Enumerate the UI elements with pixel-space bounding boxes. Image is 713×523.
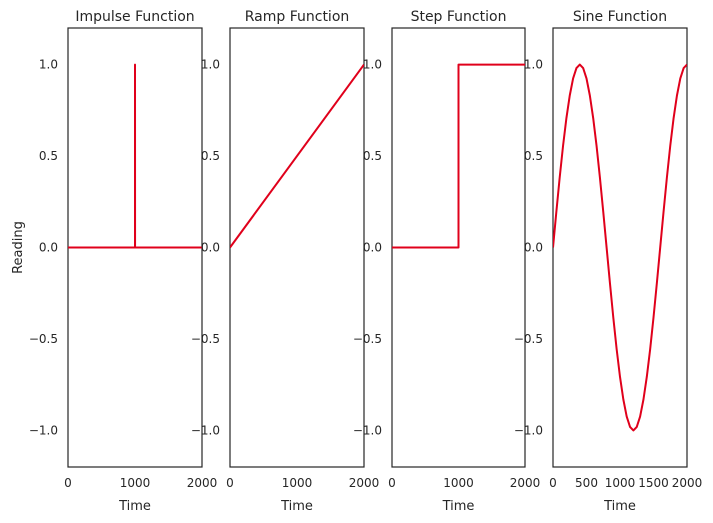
panel-title: Sine Function — [573, 9, 667, 25]
x-tick-label: 1000 — [605, 476, 636, 490]
x-tick-label: 1000 — [282, 476, 313, 490]
series-line — [392, 63, 525, 249]
y-tick-label: −0.5 — [353, 332, 382, 346]
panel-title: Step Function — [411, 9, 507, 25]
y-tick-label: 1.0 — [363, 58, 382, 72]
y-tick-label: 0.0 — [39, 241, 58, 255]
y-tick-label: 1.0 — [201, 58, 220, 72]
series-line — [68, 63, 202, 249]
panel-3: Step Function Time 0 1000 2000 −1.0 −0.5 0.0 0.5… — [353, 9, 540, 514]
x-tick-label: 0 — [388, 476, 396, 490]
y-axis-label: Reading — [11, 221, 26, 274]
y-tick-label: 0.0 — [201, 241, 220, 255]
series-line — [553, 63, 687, 432]
y-tick-label: −0.5 — [191, 332, 220, 346]
x-axis-label: Time — [280, 499, 313, 514]
y-tick-label: 0.0 — [363, 241, 382, 255]
x-axis-label: Time — [118, 499, 151, 514]
x-tick-label: 1000 — [443, 476, 474, 490]
x-tick-label: 1000 — [120, 476, 151, 490]
x-tick-label: 2000 — [510, 476, 541, 490]
y-tick-label: 0.5 — [39, 149, 58, 163]
axes-frame — [552, 27, 688, 468]
y-tick-label: −1.0 — [191, 423, 220, 437]
x-tick-label: 0 — [226, 476, 234, 490]
y-tick-label: 0.0 — [524, 241, 543, 255]
y-tick-label: 0.5 — [524, 149, 543, 163]
y-tick-label: −1.0 — [514, 423, 543, 437]
axes-frame — [229, 27, 365, 468]
y-tick-label: 0.5 — [201, 149, 220, 163]
y-tick-label: −1.0 — [29, 423, 58, 437]
y-tick-label: −1.0 — [353, 423, 382, 437]
y-tick-label: 1.0 — [524, 58, 543, 72]
y-tick-label: −0.5 — [514, 332, 543, 346]
x-tick-label: 0 — [64, 476, 72, 490]
y-tick-label: 1.0 — [39, 58, 58, 72]
panel-1: Impulse Function Time Reading 0 1000 2000 −1.0… — [11, 9, 217, 514]
panel-title: Impulse Function — [75, 9, 194, 25]
y-tick-label: −0.5 — [29, 332, 58, 346]
x-axis-label: Time — [603, 499, 636, 514]
x-tick-label: 2000 — [672, 476, 703, 490]
x-tick-label: 2000 — [187, 476, 218, 490]
y-tick-label: 0.5 — [363, 149, 382, 163]
x-tick-label: 0 — [549, 476, 557, 490]
x-tick-label: 1500 — [638, 476, 669, 490]
x-tick-label: 2000 — [349, 476, 380, 490]
x-axis-label: Time — [442, 499, 475, 514]
panel-title: Ramp Function — [245, 9, 350, 25]
panel-2: Ramp Function Time 0 1000 2000 −1.0 −0.5 0.0 0.5… — [191, 9, 379, 514]
x-tick-label: 500 — [575, 476, 598, 490]
panel-4: Sine Function Time 0 500 1000 1500 2000 −1.0 −0.… — [514, 9, 702, 514]
series-line — [230, 63, 364, 249]
